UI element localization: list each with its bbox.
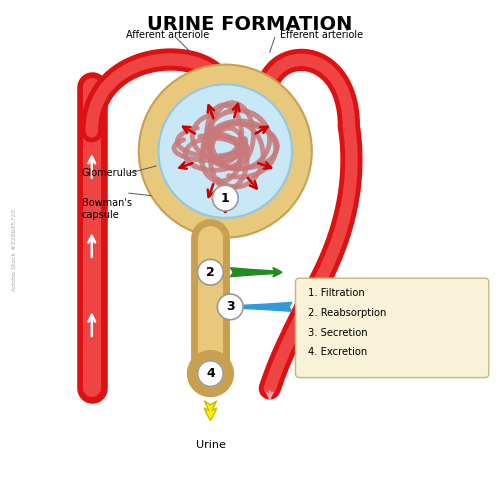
Text: Bowman's
capsule: Bowman's capsule [82,198,132,220]
Text: Urine: Urine [196,440,226,450]
Text: URINE FORMATION: URINE FORMATION [148,15,352,34]
Text: 2. Reabsorption: 2. Reabsorption [308,308,386,318]
FancyBboxPatch shape [296,278,489,378]
Circle shape [198,361,224,386]
Text: Afferent arteriole: Afferent arteriole [126,30,210,40]
Circle shape [218,294,243,320]
Circle shape [198,260,224,285]
Text: Adobe Stock #228645720: Adobe Stock #228645720 [12,209,16,291]
Text: 1. Filtration: 1. Filtration [308,288,365,298]
Text: 1: 1 [221,192,230,204]
Circle shape [196,360,224,388]
Text: Glomerulus: Glomerulus [82,168,138,178]
Text: 4. Excretion: 4. Excretion [308,348,368,358]
Text: 2: 2 [206,266,215,279]
Circle shape [212,185,238,211]
Text: 3: 3 [226,300,234,314]
Circle shape [139,64,312,238]
Circle shape [158,84,292,218]
Text: 3. Secretion: 3. Secretion [308,328,368,338]
Text: Efferent arteriole: Efferent arteriole [280,30,363,40]
Text: 4: 4 [206,367,215,380]
Circle shape [188,352,232,396]
